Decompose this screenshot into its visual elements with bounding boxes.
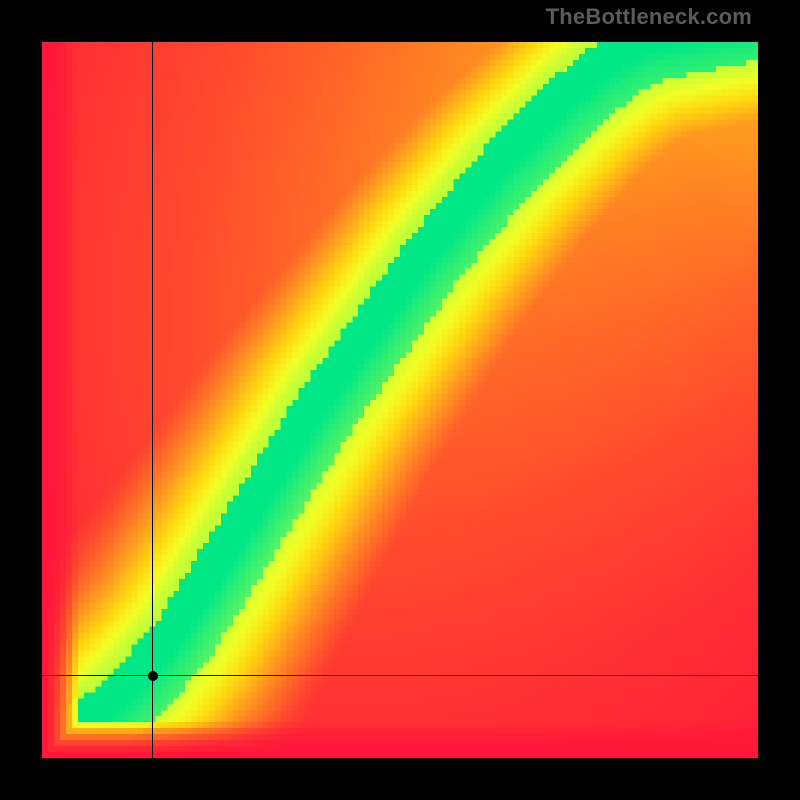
crosshair-vertical xyxy=(152,42,153,758)
marker-dot xyxy=(148,671,158,681)
watermark-label: TheBottleneck.com xyxy=(546,4,752,30)
chart-container: TheBottleneck.com xyxy=(0,0,800,800)
heatmap-canvas xyxy=(42,42,758,758)
